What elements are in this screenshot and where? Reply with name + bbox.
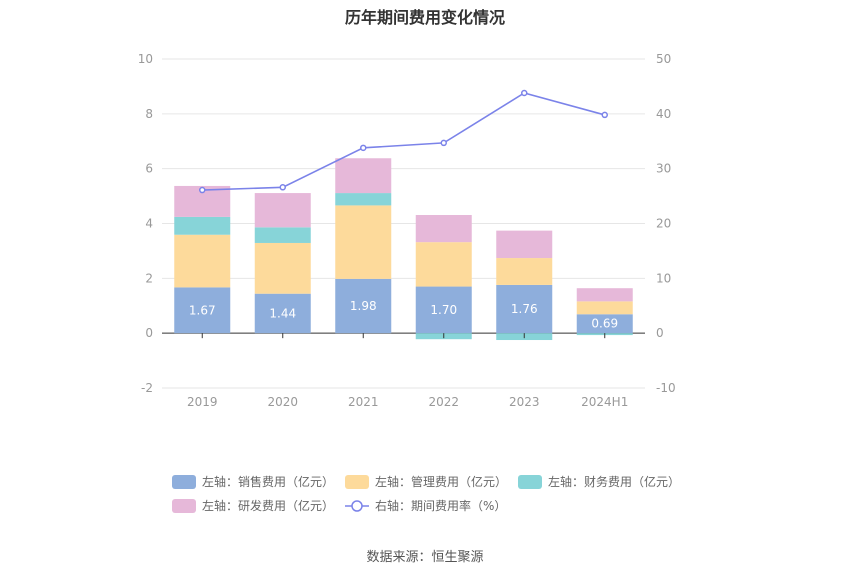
legend-label: 右轴：期间费用率（%） [375, 498, 506, 513]
legend-label: 左轴：财务费用（亿元） [548, 474, 680, 489]
bar-segment [335, 158, 392, 194]
right-axis-tick-label: 20 [656, 217, 671, 231]
bar-data-label: 1.70 [430, 303, 457, 317]
bar-segment [415, 215, 472, 243]
right-axis-tick-label: 40 [656, 107, 671, 121]
bar-segment [496, 284, 553, 334]
x-axis-tick-label: 2019 [187, 395, 218, 409]
legend-swatch [518, 475, 542, 489]
left-axis-tick-label: 4 [145, 217, 153, 231]
rate-point [601, 111, 608, 119]
legend-marker [351, 500, 363, 512]
right-axis-tick-label: 10 [656, 271, 671, 285]
rate-point [279, 184, 286, 191]
left-axis-tick-label: 2 [145, 271, 153, 285]
rate-point [521, 89, 528, 97]
x-axis-tick-label: 2023 [509, 395, 540, 409]
bar-segment [335, 278, 392, 334]
rate-line [202, 92, 605, 191]
legend-swatch [172, 475, 196, 489]
bar-segment [174, 287, 231, 334]
bar-segment [254, 242, 311, 294]
left-axis-tick-label: 8 [145, 107, 153, 121]
legend-label: 左轴：研发费用（亿元） [202, 498, 334, 513]
left-axis-tick-label: 0 [145, 326, 153, 340]
right-axis-tick-label: 50 [656, 52, 671, 66]
bar-data-label: 1.44 [269, 306, 296, 320]
bar-segment [254, 293, 311, 334]
bar-segment [496, 258, 553, 285]
bar-data-label: 1.76 [511, 302, 538, 316]
right-axis-tick-label: -10 [656, 381, 676, 395]
right-axis-tick-label: 30 [656, 162, 671, 176]
x-axis-tick-label: 2024H1 [581, 395, 628, 409]
bar-segment [174, 234, 231, 288]
rate-point [440, 139, 447, 147]
bar-segment [254, 193, 311, 228]
left-axis-tick-label: 6 [145, 162, 153, 176]
rate-point [199, 186, 206, 194]
bar-segment [174, 216, 231, 235]
rate-point [360, 144, 367, 152]
legend-swatch [345, 475, 369, 489]
legend-swatch [172, 499, 196, 513]
bar-data-label: 0.69 [591, 317, 618, 331]
bar-segment [576, 301, 633, 315]
left-axis-tick-label: 10 [138, 52, 153, 66]
bar-segment [576, 288, 633, 302]
right-axis-tick-label: 0 [656, 326, 664, 340]
bar-segment [415, 242, 472, 287]
bar-segment [335, 193, 392, 206]
legend-label: 左轴：销售费用（亿元） [202, 474, 334, 489]
bar-data-label: 1.67 [189, 303, 216, 317]
bar-segment [576, 314, 633, 334]
x-axis-tick-label: 2022 [428, 395, 459, 409]
bar-data-label: 1.98 [350, 299, 377, 313]
bar-segment [496, 230, 553, 259]
bar-segment [254, 227, 311, 243]
legend-label: 左轴：管理费用（亿元） [375, 474, 507, 489]
bar-segment [335, 205, 392, 279]
x-axis-tick-label: 2020 [267, 395, 298, 409]
chart-title: 历年期间费用变化情况 [344, 8, 505, 27]
source-note: 数据来源：恒生聚源 [366, 550, 484, 565]
left-axis-tick-label: -2 [141, 381, 153, 395]
x-axis-tick-label: 2021 [348, 395, 379, 409]
bar-segment [415, 286, 472, 334]
